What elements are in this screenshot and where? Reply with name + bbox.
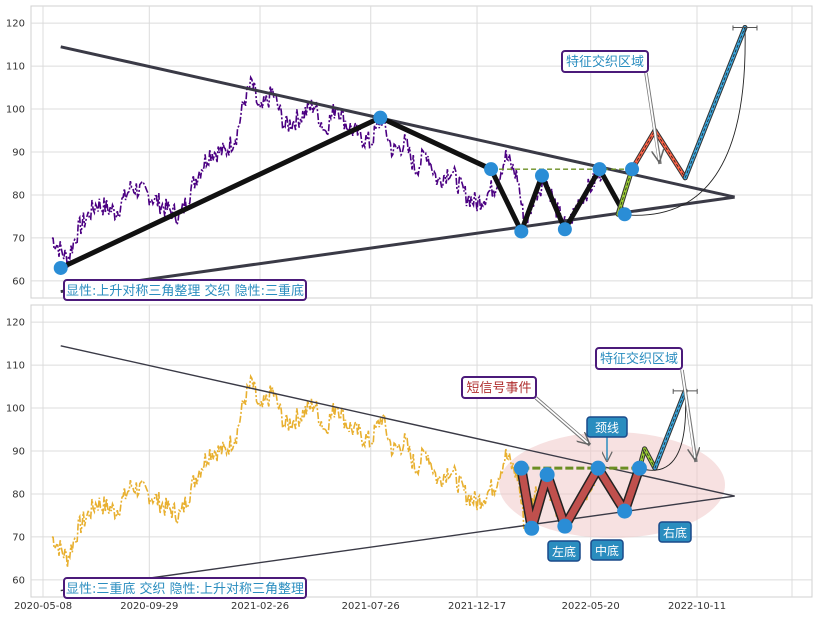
right-bottom-label: 右底 — [663, 525, 687, 540]
projection-arc — [639, 390, 687, 471]
pivot-point — [539, 467, 555, 483]
projection-segment-dash — [654, 390, 686, 469]
top-info-box — [63, 279, 307, 301]
triangle-upper-line — [60, 345, 735, 497]
y-tick-label: 80 — [12, 489, 25, 500]
y-tick-label: 90 — [12, 447, 25, 458]
pivot-point — [590, 460, 606, 476]
bottom-price-series — [51, 373, 603, 568]
pivot-point — [617, 503, 633, 519]
triangle-upper-line — [60, 45, 735, 199]
y-tick-label: 70 — [12, 532, 25, 543]
y-tick-label: 120 — [6, 19, 25, 30]
projection-segment-dash — [684, 27, 746, 178]
feature-zone-point — [625, 162, 640, 177]
y-tick-label: 100 — [6, 105, 25, 116]
x-tick-label: 2022-05-20 — [562, 601, 620, 612]
right-bottom-box — [658, 521, 692, 543]
bottom-signal-arrow — [535, 397, 588, 443]
pivot-point — [514, 224, 529, 239]
top-callout-arrow — [645, 72, 659, 160]
y-tick-label: 120 — [6, 318, 25, 329]
x-tick-label: 2020-05-08 — [14, 601, 72, 612]
x-tick-label: 2021-12-17 — [448, 601, 506, 612]
top-info-label: 显性:上升对称三角整理 交织 隐性:三重底 — [66, 283, 304, 299]
top-projection — [615, 24, 758, 217]
y-tick-label: 100 — [6, 404, 25, 415]
neckline-box — [586, 416, 628, 438]
bottom-pivot-points — [513, 460, 647, 536]
bottom-callout-box — [595, 347, 683, 370]
price-line — [51, 74, 603, 269]
pivot-point — [484, 162, 499, 177]
bottom-callout-arrow — [681, 369, 695, 458]
y-tick-label: 60 — [12, 276, 25, 287]
y-tick-label: 70 — [12, 233, 25, 244]
middle-bottom-label: 中底 — [595, 543, 619, 558]
zigzag-line — [59, 115, 627, 271]
pivot-point — [524, 520, 540, 536]
projection-arc — [617, 27, 746, 216]
pivot-point — [534, 168, 549, 183]
pivot-point — [631, 460, 647, 476]
top-y-axis: 60 70 80 90 100 110 120 — [6, 19, 25, 288]
bottom-x-axis: 2020-05-08 2020-09-29 2021-02-26 2021-07-26… — [14, 601, 726, 612]
neckline-label: 颈线 — [595, 421, 619, 435]
projection-segment-dash — [617, 169, 633, 215]
top-callout-box — [561, 50, 649, 73]
bottom-signal-label: 短信号事件 — [466, 381, 531, 396]
x-tick-label: 2022-10-11 — [668, 601, 726, 612]
top-price-series — [51, 74, 603, 269]
pivot-point — [592, 162, 607, 177]
pivot-point — [513, 460, 529, 476]
projection-segment-dash — [631, 130, 656, 170]
left-bottom-box — [547, 540, 581, 562]
top-panel: 60 70 80 90 100 110 120 特征交织区域 显性:上升对称三角整理 交织 … — [6, 5, 813, 301]
y-tick-label: 110 — [6, 62, 25, 73]
middle-bottom-box — [590, 539, 624, 561]
pivot-point — [617, 207, 632, 222]
projection-segment-dash — [644, 448, 656, 469]
top-zigzag — [59, 115, 633, 271]
y-tick-label: 90 — [12, 148, 25, 159]
bottom-info-box — [63, 577, 307, 599]
bottom-signal-box — [461, 376, 537, 399]
bottom-info-label: 显性:三重底 交织 隐性:上升对称三角整理 — [66, 581, 304, 597]
top-pivot-points — [53, 110, 640, 275]
projection-segment-dash — [654, 130, 686, 178]
pivot-point — [557, 518, 573, 534]
bottom-callout-label: 特征交织区域 — [600, 351, 678, 367]
price-line — [51, 373, 603, 568]
pivot-point — [373, 110, 388, 125]
top-callout-label: 特征交织区域 — [566, 54, 644, 70]
pivot-point — [557, 222, 572, 237]
y-tick-label: 60 — [12, 575, 25, 586]
x-tick-label: 2021-07-26 — [342, 601, 400, 612]
x-tick-label: 2021-02-26 — [231, 601, 289, 612]
pivot-point — [53, 260, 68, 275]
y-tick-label: 110 — [6, 361, 25, 372]
y-tick-label: 80 — [12, 190, 25, 201]
bottom-y-axis: 60 70 80 90 100 110 120 — [6, 318, 25, 587]
left-bottom-label: 左底 — [552, 544, 576, 559]
x-tick-label: 2020-09-29 — [120, 601, 178, 612]
